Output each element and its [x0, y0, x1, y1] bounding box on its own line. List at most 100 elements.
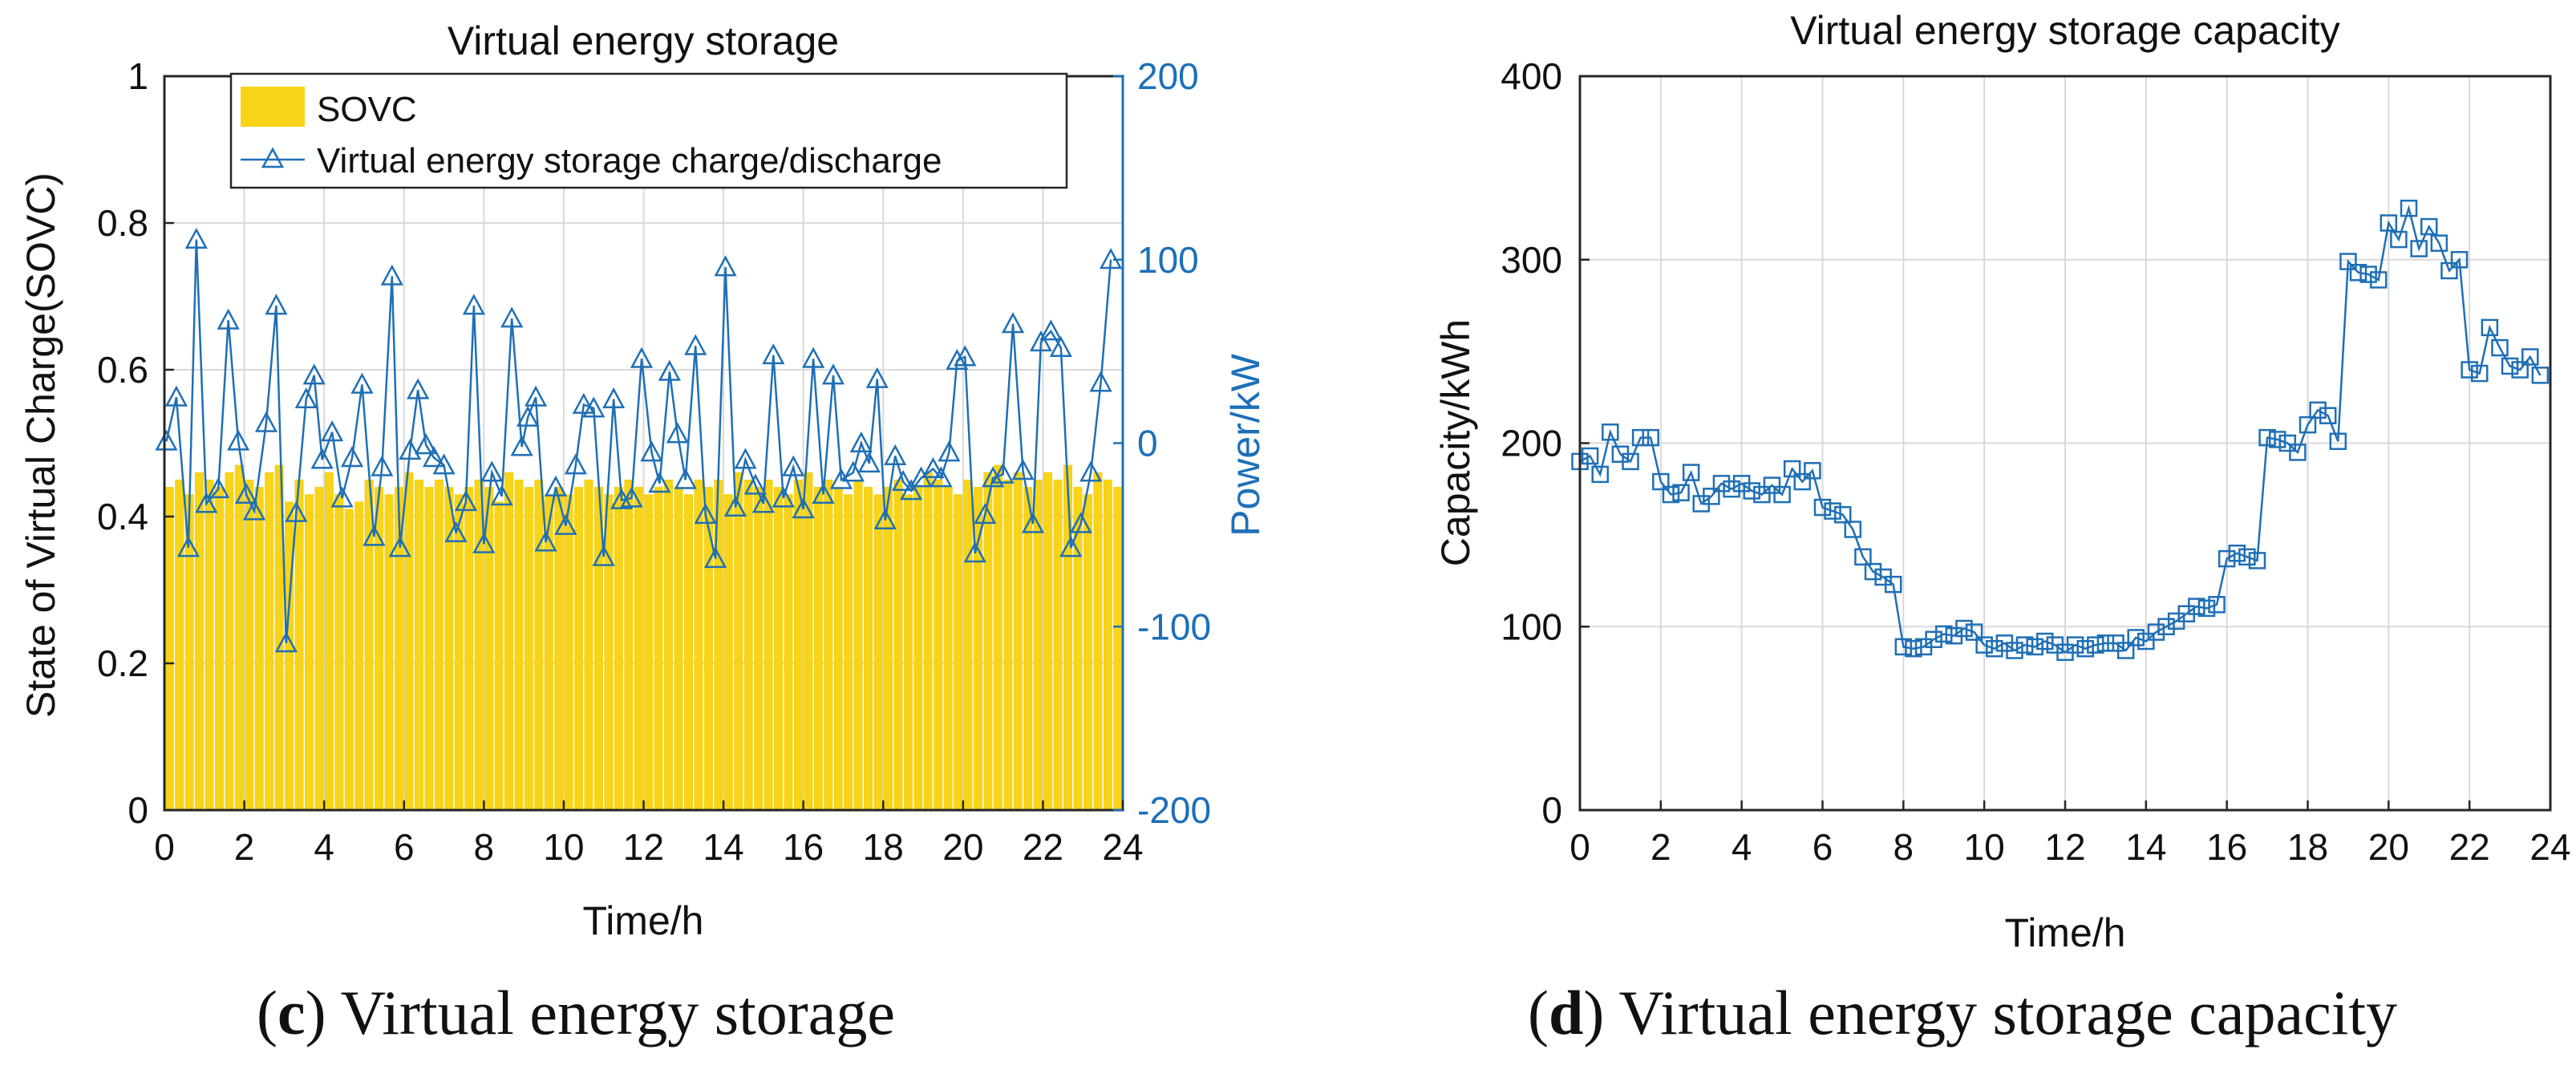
charge-discharge-point — [444, 521, 468, 543]
sovc-bar — [853, 480, 863, 811]
sovc-bar — [684, 494, 693, 811]
sovc-bar — [993, 464, 1002, 811]
capacity-point — [1925, 630, 1942, 649]
capacity-point — [1743, 482, 1761, 500]
charge-discharge-point — [285, 500, 308, 522]
right-x-axis-label: Time/h — [2005, 910, 2126, 955]
sovc-bar — [234, 464, 244, 811]
charge-discharge-series — [155, 227, 1123, 653]
charge-discharge-point — [371, 455, 394, 476]
left-chart: 0 2 4 6 8 10 12 14 16 18 20 22 24 00.20.40.60.81 -20… — [18, 18, 1268, 943]
charge-discharge-point — [274, 631, 298, 653]
capacity-point — [1591, 465, 1609, 484]
charge-discharge-point — [544, 475, 568, 496]
charge-discharge-point — [1049, 335, 1072, 357]
charge-discharge-point — [974, 503, 997, 525]
sovc-bar — [754, 487, 763, 811]
charge-discharge-point — [602, 387, 626, 409]
right-x-ticks: 0 2 4 6 8 10 12 14 16 18 20 22 24 — [1569, 800, 2571, 868]
charge-discharge-point — [841, 460, 865, 482]
charge-discharge-point — [310, 448, 334, 469]
charge-discharge-point — [564, 453, 587, 475]
right-x-tick-label: 18 — [2287, 826, 2328, 868]
left-x-ticks: 0 2 4 6 8 10 12 14 16 18 20 22 24 — [154, 800, 1144, 868]
charge-discharge-point — [812, 482, 835, 504]
charge-discharge-point — [1059, 536, 1083, 557]
capacity-point — [1773, 485, 1791, 504]
charge-discharge-point — [490, 484, 513, 506]
left-x-tick-label: 22 — [1023, 826, 1063, 868]
charge-discharge-point — [1001, 312, 1025, 334]
sovc-bar — [864, 487, 873, 811]
capacity-point — [2410, 240, 2428, 257]
sovc-bar — [254, 487, 264, 811]
capacity-point — [2319, 407, 2337, 424]
charge-discharge-point — [164, 385, 188, 407]
sovc-bar — [1063, 464, 1073, 811]
left-x-tick-label: 10 — [543, 826, 584, 868]
charge-discharge-point — [865, 367, 889, 388]
capacity-point — [1662, 485, 1680, 504]
capacity-point — [1712, 475, 1731, 492]
charge-discharge-point — [1039, 319, 1063, 341]
left-y-ticks: 0 0.2 0.4 0.6 0.8 1 — [97, 55, 174, 831]
charge-discharge-point — [762, 343, 785, 365]
charge-discharge-point — [658, 359, 681, 381]
legend-label-charge-discharge: Virtual energy storage charge/discharge — [317, 141, 942, 180]
sovc-bar — [324, 472, 334, 811]
capacity-point — [1602, 424, 1619, 441]
charge-discharge-point — [462, 294, 485, 315]
sovc-bar — [934, 480, 943, 811]
right-x-tick-label: 6 — [1813, 826, 1833, 868]
charge-discharge-point — [684, 334, 707, 355]
charge-discharge-point — [873, 508, 897, 530]
left-x-tick-label: 14 — [703, 826, 743, 868]
charge-discharge-point — [516, 405, 540, 427]
capacity-point — [2440, 261, 2458, 280]
charge-discharge-point — [982, 466, 1005, 488]
capacity-point — [2197, 599, 2216, 618]
sovc-bar — [664, 480, 674, 811]
sovc-bar — [903, 494, 913, 811]
charge-discharge-point — [399, 439, 422, 460]
sovc-bar — [344, 509, 354, 811]
charge-discharge-point — [963, 541, 986, 563]
left-y-right-ticks: -200 -100 0 100 200 — [1113, 55, 1211, 831]
sovc-bar — [1093, 472, 1103, 811]
charge-discharge-point — [704, 546, 727, 569]
charge-discharge-point — [723, 495, 747, 517]
capacity-point — [1682, 464, 1700, 481]
capacity-point — [2015, 636, 2034, 654]
right-y-tick-label-cap: 400 — [1501, 55, 1562, 97]
sovc-bar — [913, 487, 923, 811]
legend-label-sovc: SOVC — [317, 90, 417, 129]
left-y-tick-label: 0.2 — [97, 642, 148, 684]
capacity-line — [1579, 205, 2542, 654]
charge-discharge-point — [432, 453, 456, 475]
right-x-tick-label: 14 — [2125, 826, 2166, 868]
capacity-point — [1703, 488, 1720, 505]
capacity-point — [2369, 271, 2388, 289]
sovc-bar — [414, 480, 423, 811]
charge-discharge-point — [321, 420, 344, 442]
charge-discharge-point — [524, 385, 548, 407]
capacity-point — [2208, 596, 2226, 614]
capacity-point — [2258, 428, 2276, 447]
left-y-tick-label: 0.6 — [97, 349, 148, 391]
sovc-bar — [954, 494, 963, 811]
left-y-tick-label: 0 — [128, 789, 148, 831]
sovc-bar — [963, 480, 973, 811]
capacity-point — [1905, 639, 1922, 658]
caption-d-text: Virtual energy storage capacity — [1604, 978, 2398, 1048]
right-x-tick-label: 22 — [2449, 826, 2490, 868]
charge-discharge-point — [857, 452, 881, 473]
right-x-tick-label: 20 — [2368, 826, 2409, 868]
sovc-bar — [654, 487, 663, 811]
charge-discharge-point — [829, 468, 853, 489]
right-x-tick-label: 2 — [1651, 826, 1671, 868]
sovc-bar — [793, 480, 803, 811]
charge-discharge-point — [350, 372, 374, 394]
charge-discharge-point — [422, 446, 446, 468]
sovc-bar — [424, 487, 434, 811]
sovc-bar — [923, 472, 933, 811]
